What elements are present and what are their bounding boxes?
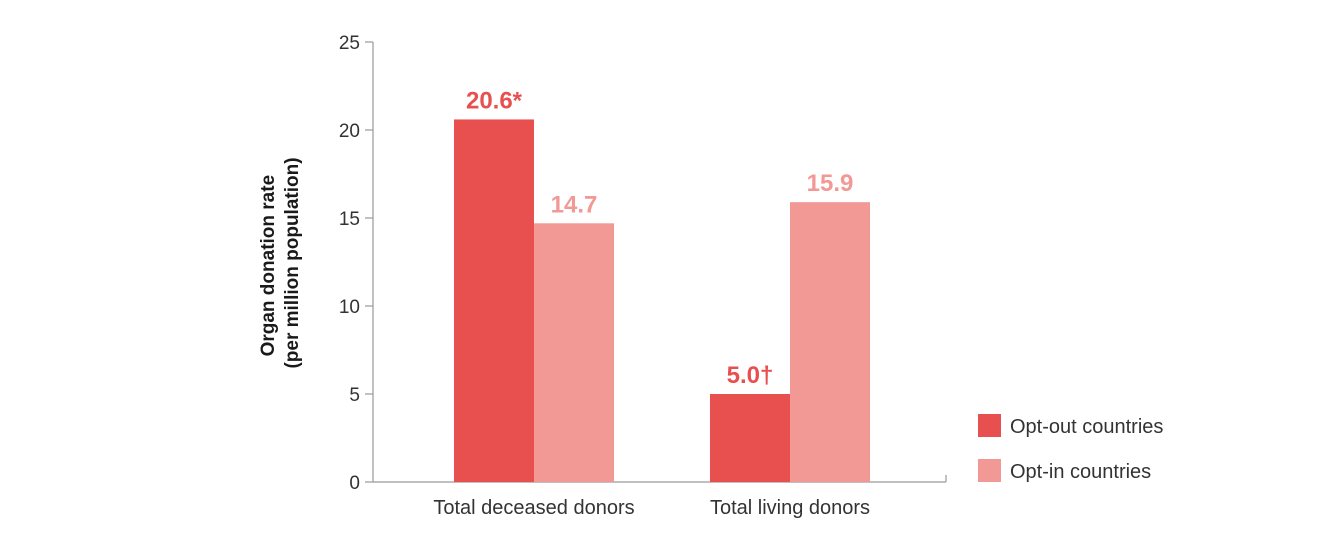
y-tick-label: 25	[339, 33, 360, 54]
bar-opt-in-living	[790, 202, 870, 482]
y-axis-label-line-1: Organ donation rate	[258, 175, 279, 357]
data-label: 15.9	[807, 170, 854, 197]
legend-label: Opt-in countries	[1010, 461, 1151, 483]
data-label: 20.6*	[466, 87, 523, 114]
bar-opt-in-deceased	[534, 223, 614, 482]
y-axis: 0 5 10 15 20 25	[339, 33, 374, 494]
y-axis-label: Organ donation rate (per million populat…	[258, 157, 303, 368]
y-tick-label: 20	[339, 121, 360, 142]
y-tick-label: 15	[339, 209, 360, 230]
y-tick-label: 5	[349, 385, 360, 406]
data-labels: 20.6* 14.7 5.0† 15.9	[466, 87, 853, 389]
legend-swatch	[978, 459, 1001, 482]
legend: Opt-out countries Opt-in countries	[978, 414, 1163, 483]
bar-opt-out-living	[710, 394, 790, 482]
x-category-label: Total deceased donors	[433, 497, 634, 519]
x-axis: Total deceased donors Total living donors	[373, 475, 947, 519]
y-tick-label: 10	[339, 297, 360, 318]
bars	[454, 119, 870, 482]
legend-swatch	[978, 414, 1001, 437]
legend-label: Opt-out countries	[1010, 416, 1163, 438]
y-tick-label: 0	[349, 473, 360, 494]
data-label: 14.7	[551, 191, 598, 218]
bar-opt-out-deceased	[454, 119, 534, 482]
data-label: 5.0†	[727, 362, 774, 389]
y-axis-label-line-2: (per million population)	[282, 157, 303, 368]
x-category-label: Total living donors	[710, 497, 870, 519]
